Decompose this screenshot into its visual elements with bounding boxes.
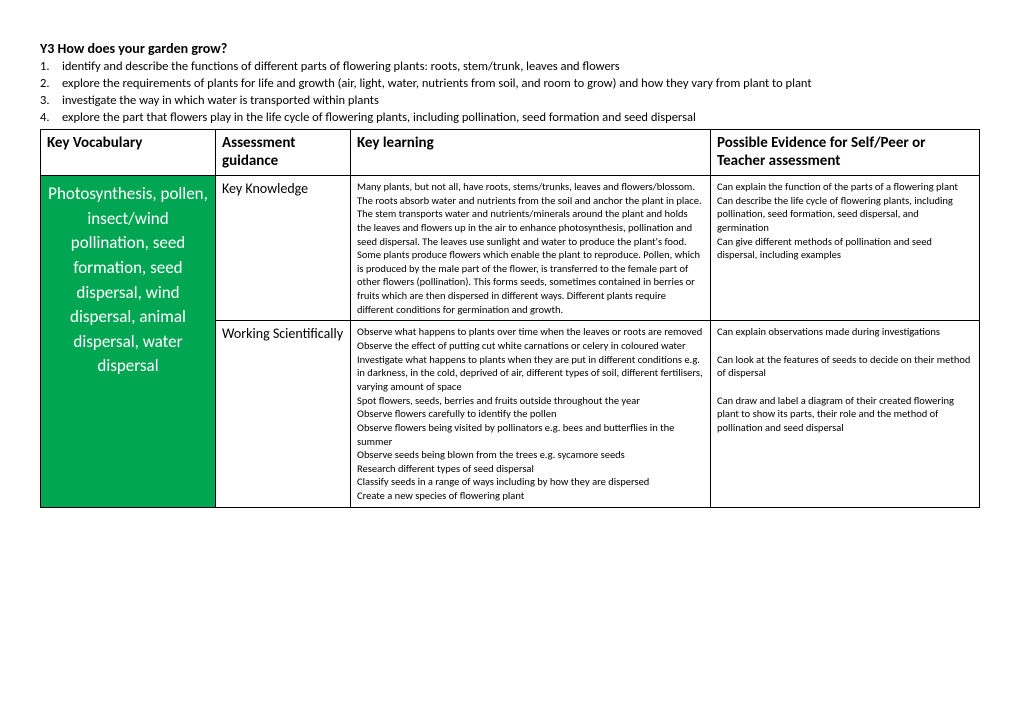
table-row: Photosynthesis, pollen, insect/wind poll…: [41, 176, 980, 321]
header-learn: Key learning: [351, 129, 711, 176]
objective-number: 4.: [40, 110, 62, 127]
evidence-cell: Can explain the function of the parts of…: [711, 176, 980, 321]
header-vocab: Key Vocabulary: [41, 129, 216, 176]
objective-item: 4.explore the part that flowers play in …: [40, 110, 980, 127]
objective-number: 2.: [40, 76, 62, 93]
curriculum-table: Key Vocabulary Assessment guidance Key l…: [40, 129, 980, 508]
learning-cell: Many plants, but not all, have roots, st…: [351, 176, 711, 321]
objective-item: 2.explore the requirements of plants for…: [40, 76, 980, 93]
assess-cell: Working Scientifically: [216, 321, 351, 507]
learning-cell: Observe what happens to plants over time…: [351, 321, 711, 507]
vocab-cell: Photosynthesis, pollen, insect/wind poll…: [41, 176, 216, 508]
objectives-list: 1.identify and describe the functions of…: [40, 59, 980, 127]
page-title: Y3 How does your garden grow?: [40, 40, 980, 57]
header-evid: Possible Evidence for Self/Peer or Teach…: [711, 129, 980, 176]
objective-text: identify and describe the functions of d…: [62, 59, 620, 76]
objective-text: investigate the way in which water is tr…: [62, 93, 379, 110]
assess-cell: Key Knowledge: [216, 176, 351, 321]
objective-text: explore the part that flowers play in th…: [62, 110, 696, 127]
table-header-row: Key Vocabulary Assessment guidance Key l…: [41, 129, 980, 176]
objective-number: 1.: [40, 59, 62, 76]
objective-item: 3.investigate the way in which water is …: [40, 93, 980, 110]
objective-text: explore the requirements of plants for l…: [62, 76, 812, 93]
evidence-cell: Can explain observations made during inv…: [711, 321, 980, 507]
objective-number: 3.: [40, 93, 62, 110]
header-assess: Assessment guidance: [216, 129, 351, 176]
objective-item: 1.identify and describe the functions of…: [40, 59, 980, 76]
